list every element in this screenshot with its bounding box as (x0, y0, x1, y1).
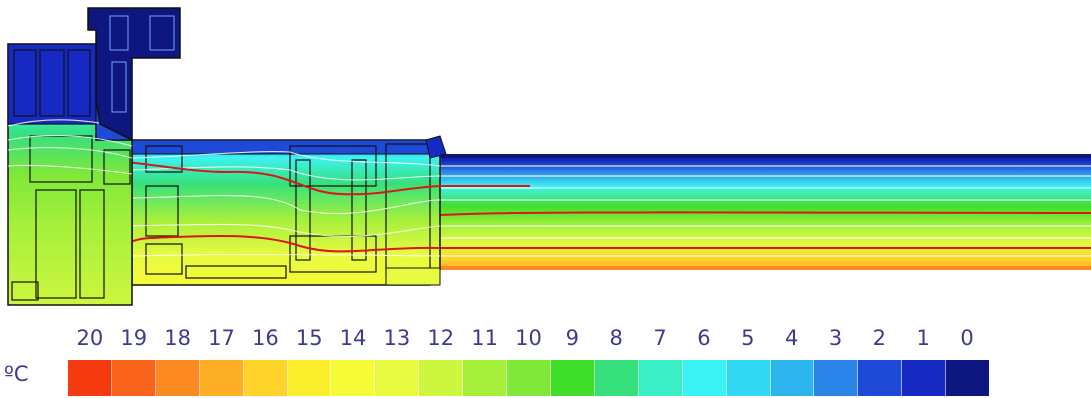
legend-label: 11 (471, 326, 498, 350)
legend-label: 17 (208, 326, 235, 350)
legend-label: 8 (609, 326, 623, 350)
glass-isotherms (440, 165, 1091, 257)
legend-swatch (68, 360, 112, 396)
legend-swatch (638, 360, 683, 396)
legend-label: 16 (251, 326, 279, 350)
frame-chambers (11, 49, 131, 301)
glass-critical-isotherms (439, 211, 1091, 249)
legend-label: 10 (515, 326, 542, 350)
legend-labels: 20 19 18 17 16 15 14 13 12 11 10 9 8 7 6 5 4 3 2 1 0 (0, 326, 1091, 356)
legend-label: 13 (383, 326, 411, 350)
legend-label: 4 (784, 326, 799, 350)
glazing-seal-top (425, 135, 447, 159)
legend-label: 0 (960, 326, 974, 350)
legend-swatch (155, 360, 200, 396)
legend-swatch (331, 360, 376, 396)
sash-isotherms (131, 151, 441, 257)
legend-label: 20 (76, 326, 104, 350)
thermal-isotherm-diagram (7, 7, 1091, 306)
legend-label: 1 (916, 326, 930, 350)
legend-swatch (946, 360, 990, 396)
legend-swatch (682, 360, 727, 396)
color-legend-bar (68, 360, 990, 396)
legend-label: 3 (828, 326, 843, 350)
legend-swatch (111, 360, 156, 396)
outer-top-profile (87, 7, 181, 142)
glass-outer-edge (440, 154, 1091, 158)
legend-swatch (243, 360, 288, 396)
legend-label: 19 (120, 326, 148, 350)
legend-swatch (419, 360, 464, 396)
outer-top-chambers (109, 15, 175, 113)
legend-swatch (287, 360, 332, 396)
legend-label: 14 (339, 326, 367, 350)
glass-inner-edge (440, 266, 1091, 270)
legend-swatch (726, 360, 771, 396)
glazing-unit (439, 154, 1091, 270)
legend-swatch (902, 360, 947, 396)
legend-swatch (858, 360, 903, 396)
legend-swatch (814, 360, 859, 396)
frame-top-block (7, 43, 97, 125)
legend-swatch (463, 360, 508, 396)
legend-label: 18 (164, 326, 191, 350)
legend-swatch (199, 360, 244, 396)
legend-label: 6 (697, 326, 711, 350)
legend-unit: ºC (4, 362, 29, 386)
legend-label: 9 (565, 326, 580, 350)
legend-label: 15 (295, 326, 323, 350)
legend-swatch (594, 360, 639, 396)
legend-label: 5 (741, 326, 755, 350)
glazing-seal-bottom (385, 267, 441, 286)
legend-swatch (507, 360, 551, 396)
legend-swatch (550, 360, 595, 396)
outer-top-body (87, 7, 181, 142)
legend-swatch (770, 360, 815, 396)
legend-label: 12 (427, 326, 455, 350)
legend-label: 2 (872, 326, 887, 350)
legend-swatch (375, 360, 420, 396)
legend-label: 7 (653, 326, 667, 350)
